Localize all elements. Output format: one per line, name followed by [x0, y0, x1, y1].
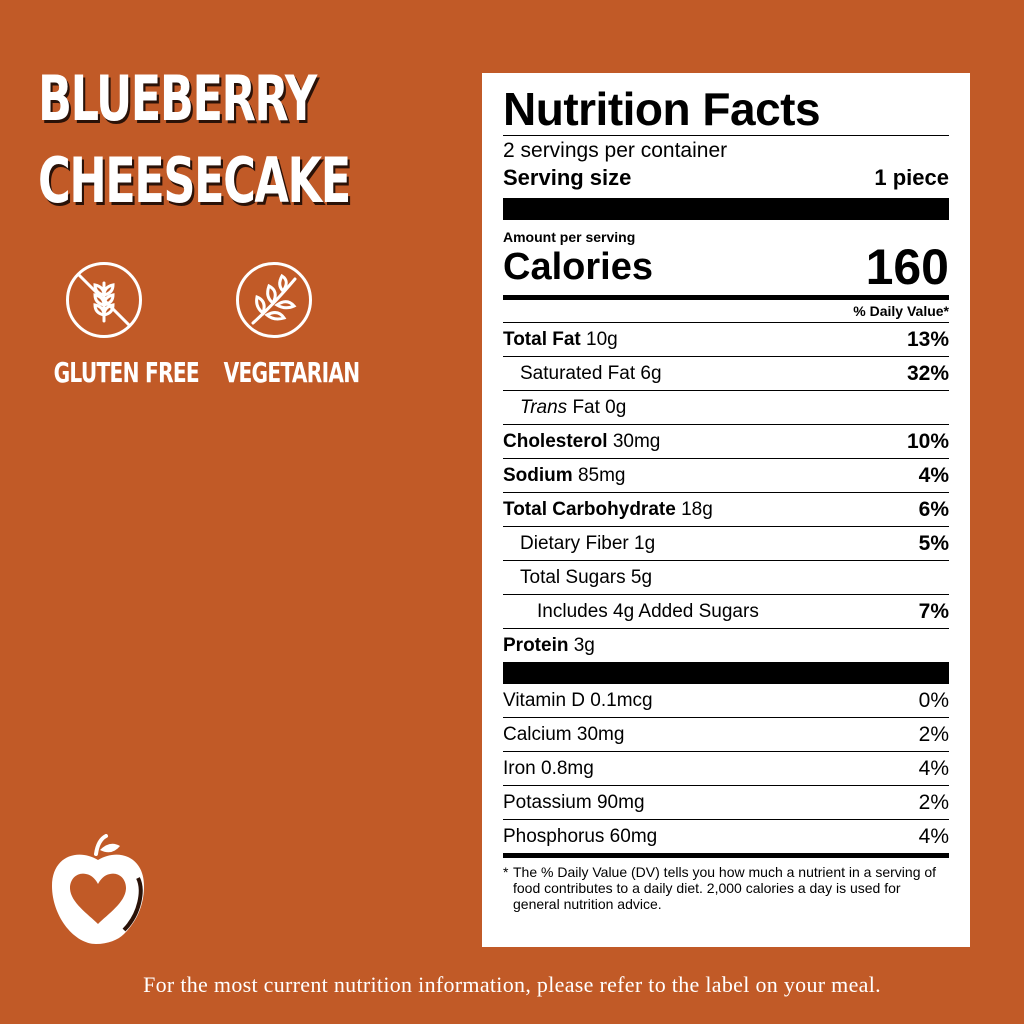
nutrient-row-trans-fat: Trans Fat 0g	[503, 391, 949, 425]
nutrient-amount: 30mg	[612, 430, 661, 452]
nutrient-dv: 13%	[906, 327, 949, 351]
nutrient-dv: 6%	[918, 497, 949, 521]
vitamin-dv: 4%	[918, 824, 949, 848]
nutrient-row-cholesterol: Cholesterol 30mg 10%	[503, 425, 949, 459]
nutrient-dv: 4%	[918, 463, 949, 487]
vitamin-name: Calcium 30mg	[503, 723, 625, 745]
gluten-free-badge: GLUTEN FREE	[34, 262, 200, 389]
nutrient-row-sodium: Sodium 85mg 4%	[503, 459, 949, 493]
nutrition-facts-label: Nutrition Facts 2 servings per container…	[482, 73, 970, 947]
nutrition-facts-title: Nutrition Facts	[503, 83, 821, 135]
nutrient-row-total-carbohydrate: Total Carbohydrate 18g 6%	[503, 493, 949, 527]
nutrient-name: Total Sugars	[520, 566, 626, 588]
nutrient-name: Saturated Fat	[520, 362, 636, 384]
apple-heart-logo	[48, 834, 148, 954]
nutrient-amount: 6g	[640, 362, 662, 384]
nutrient-amount: 85mg	[577, 464, 626, 486]
nutrient-dv: 32%	[906, 361, 949, 385]
nutrient-amount: 18g	[681, 498, 713, 520]
vegetarian-leaf-icon	[236, 262, 312, 338]
vitamin-dv: 2%	[918, 790, 949, 814]
gluten-free-label: GLUTEN FREE	[53, 356, 200, 389]
vitamin-name: Vitamin D 0.1mcg	[503, 689, 653, 711]
nutrient-dv: 5%	[918, 531, 949, 555]
nutrient-amount: 1g	[634, 532, 656, 554]
nutrient-name: Protein	[503, 634, 569, 656]
nutrient-amount: 5g	[630, 566, 653, 588]
nutrient-name: Total Carbohydrate	[503, 498, 676, 520]
product-title: BLUEBERRY CHEESECAKE	[38, 58, 351, 222]
footnote-text: The % Daily Value (DV) tells you how muc…	[513, 864, 937, 912]
calories-label: Calories	[503, 246, 653, 288]
nutrient-name: Dietary Fiber	[520, 532, 629, 554]
vegetarian-badge: VEGETARIAN	[204, 262, 361, 389]
nutrient-dv: 10%	[906, 429, 949, 453]
vitamin-row-iron: Iron 0.8mg 4%	[503, 752, 949, 786]
nutrient-dv: 7%	[918, 599, 949, 623]
nutrient-name: Includes 4g Added Sugars	[537, 600, 759, 622]
daily-value-header: % Daily Value*	[503, 300, 949, 323]
vitamin-dv: 0%	[918, 688, 949, 712]
serving-size-label: Serving size	[503, 165, 632, 190]
vitamin-dv: 4%	[918, 756, 949, 780]
gluten-free-icon	[66, 262, 142, 338]
vitamin-row-calcium: Calcium 30mg 2%	[503, 718, 949, 752]
serving-size-row: Serving size 1 piece	[503, 164, 949, 198]
servings-per-container: 2 servings per container	[503, 139, 728, 162]
nutrient-amount: 10g	[586, 328, 618, 350]
vitamin-name: Potassium 90mg	[503, 791, 645, 813]
product-title-line2: CHEESECAKE	[38, 144, 351, 217]
nutrient-row-dietary-fiber: Dietary Fiber 1g 5%	[503, 527, 949, 561]
nutrient-row-total-fat: Total Fat 10g 13%	[503, 323, 949, 357]
nutrient-row-saturated-fat: Saturated Fat 6g 32%	[503, 357, 949, 391]
vitamin-row-vitamin-d: Vitamin D 0.1mcg 0%	[503, 684, 949, 718]
serving-size-value: 1 piece	[874, 165, 949, 190]
vegetarian-label: VEGETARIAN	[223, 356, 361, 389]
vitamin-row-potassium: Potassium 90mg 2%	[503, 786, 949, 820]
daily-value-footnote: * The % Daily Value (DV) tells you how m…	[503, 858, 949, 912]
product-title-line1: BLUEBERRY	[38, 62, 317, 135]
calories-row: Calories 160	[503, 239, 949, 295]
nutrient-name: Trans	[520, 396, 568, 418]
vitamin-name: Phosphorus 60mg	[503, 825, 658, 847]
nutrient-row-total-sugars: Total Sugars 5g	[503, 561, 949, 595]
nutrient-name: Total Fat	[503, 328, 581, 350]
footnote-asterisk: *	[503, 864, 509, 880]
nutrient-amount: Fat 0g	[572, 396, 627, 418]
vitamin-dv: 2%	[918, 722, 949, 746]
vitamin-name: Iron 0.8mg	[503, 757, 594, 779]
calories-value: 160	[865, 239, 949, 295]
vitamin-row-phosphorus: Phosphorus 60mg 4%	[503, 820, 949, 853]
footer-disclaimer: For the most current nutrition informati…	[143, 972, 881, 997]
nutrient-row-added-sugars: Includes 4g Added Sugars 7%	[503, 595, 949, 629]
nutrient-row-protein: Protein 3g	[503, 629, 949, 662]
nutrient-name: Cholesterol	[503, 430, 608, 452]
amount-per-serving: Amount per serving	[503, 229, 636, 245]
nutrient-name: Sodium	[503, 464, 573, 486]
nutrient-amount: 3g	[573, 634, 595, 656]
